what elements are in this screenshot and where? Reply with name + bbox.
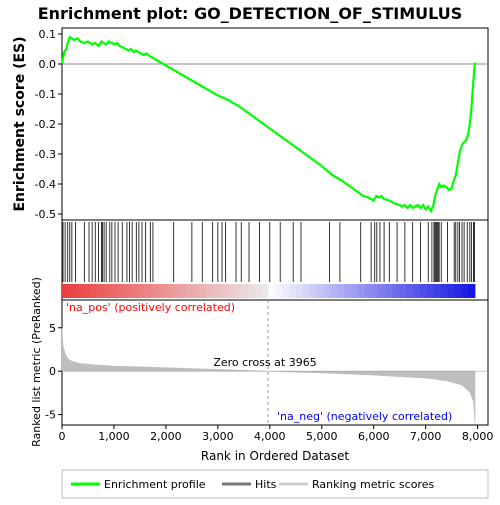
- rank-gradient-segment: [220, 284, 228, 298]
- rank-gradient-segment: [103, 284, 111, 298]
- rank-gradient-segment: [213, 284, 221, 298]
- legend-label-metric: Ranking metric scores: [312, 478, 434, 491]
- rank-gradient-segment: [289, 284, 297, 298]
- rank-gradient-segment: [254, 284, 263, 298]
- rank-gradient-segment: [316, 284, 324, 298]
- hits-panel: [62, 222, 476, 298]
- rank-gradient-segment: [330, 284, 338, 298]
- metric-xtick-label: 2,000: [150, 430, 182, 443]
- es-ytick-label: 0.0: [39, 58, 57, 71]
- metric-area: [61, 327, 476, 424]
- rank-gradient-segment: [151, 284, 159, 298]
- es-ytick-label: -0.4: [35, 178, 56, 191]
- es-line: [60, 35, 477, 214]
- es-ytick-label: -0.1: [35, 88, 56, 101]
- rank-gradient-segment: [426, 284, 435, 298]
- rank-gradient-segment: [158, 284, 166, 298]
- rank-gradient-segment: [130, 284, 139, 298]
- rank-gradient-segment: [337, 284, 345, 298]
- metric-xtick-label: 0: [59, 430, 66, 443]
- metric-xtick-label: 7,000: [410, 430, 442, 443]
- rank-gradient-segment: [62, 284, 70, 298]
- rank-gradient-segment: [144, 284, 152, 298]
- chart-title: Enrichment plot: GO_DETECTION_OF_STIMULU…: [38, 4, 463, 23]
- rank-gradient-segment: [172, 284, 180, 298]
- pos-annotation: 'na_pos' (positively correlated): [66, 301, 235, 314]
- rank-gradient-segment: [96, 284, 104, 298]
- metric-ytick-label: -5: [45, 409, 56, 422]
- rank-gradient-segment: [234, 284, 242, 298]
- neg-annotation: 'na_neg' (negatively correlated): [277, 410, 452, 423]
- rank-gradient-segment: [179, 284, 187, 298]
- rank-gradient-segment: [461, 284, 469, 298]
- metric-ytick-label: 5: [49, 322, 56, 335]
- metric-ylabel: Ranked list metric (PreRanked): [30, 277, 43, 447]
- rank-gradient-segment: [240, 284, 249, 298]
- es-ytick-label: -0.5: [35, 208, 56, 221]
- metric-xtick-label: 1,000: [98, 430, 130, 443]
- rank-gradient-segment: [364, 284, 373, 298]
- legend-label-profile: Enrichment profile: [104, 478, 206, 491]
- rank-gradient-segment: [199, 284, 207, 298]
- rank-gradient-segment: [123, 284, 132, 298]
- rank-gradient-segment: [75, 284, 84, 298]
- zero-cross-annotation: Zero cross at 3965: [213, 356, 316, 369]
- legend-frame: [61, 469, 489, 499]
- rank-gradient-segment: [371, 284, 380, 298]
- es-ytick-label: -0.2: [35, 118, 56, 131]
- rank-gradient-segment: [447, 284, 455, 298]
- rank-gradient-segment: [282, 284, 290, 298]
- es-ylabel: Enrichment score (ES): [12, 36, 28, 211]
- rank-gradient-segment: [247, 284, 256, 298]
- rank-gradient-segment: [117, 284, 125, 298]
- rank-gradient-segment: [344, 284, 352, 298]
- legend: Enrichment profile Hits Ranking metric s…: [61, 469, 489, 499]
- rank-gradient-segment: [185, 284, 194, 298]
- rank-gradient-segment: [192, 284, 201, 298]
- rank-gradient-segment: [468, 284, 476, 298]
- rank-gradient-segment: [296, 284, 304, 298]
- rank-gradient-segment: [440, 284, 448, 298]
- rank-gradient-segment: [275, 284, 283, 298]
- rank-gradient-segment: [261, 284, 269, 298]
- es-ytick-label: 0.1: [39, 28, 57, 41]
- metric-xtick-label: 3,000: [202, 430, 234, 443]
- legend-label-hits: Hits: [255, 478, 277, 491]
- rank-gradient-segment: [302, 284, 311, 298]
- rank-gradient-segment: [413, 284, 421, 298]
- rank-gradient-segment: [227, 284, 235, 298]
- rank-gradient-segment: [419, 284, 428, 298]
- rank-gradient-segment: [454, 284, 462, 298]
- metric-xtick-label: 6,000: [358, 430, 390, 443]
- metric-xtick-label: 5,000: [306, 430, 338, 443]
- rank-gradient-segment: [68, 284, 77, 298]
- rank-gradient-segment: [137, 284, 146, 298]
- rank-gradient-segment: [82, 284, 90, 298]
- rank-gradient-segment: [110, 284, 118, 298]
- rank-gradient-segment: [351, 284, 359, 298]
- rank-gradient-segment: [323, 284, 331, 298]
- rank-gradient-segment: [378, 284, 386, 298]
- es-ytick-label: -0.3: [35, 148, 56, 161]
- metric-panel: 50-50 1,000 2,000 3,000 4,000 5,000 6,000 7,000…: [45, 300, 493, 443]
- es-panel: 0.1 0.0 -0.1 -0.2 -0.3 -0.4 -0.5: [35, 28, 488, 221]
- rank-gradient-segment: [392, 284, 400, 298]
- rank-gradient-segment: [433, 284, 441, 298]
- rank-gradient-segment: [309, 284, 318, 298]
- rank-gradient-segment: [165, 284, 173, 298]
- rank-gradient-segment: [357, 284, 366, 298]
- metric-ytick-label: 0: [49, 365, 56, 378]
- metric-xtick-label: 8,000: [462, 430, 494, 443]
- rank-gradient-segment: [406, 284, 414, 298]
- rank-gradient-segment: [268, 284, 276, 298]
- metric-xlabel: Rank in Ordered Dataset: [201, 449, 349, 463]
- es-panel-frame: [61, 27, 489, 221]
- rank-gradient-segment: [385, 284, 393, 298]
- rank-gradient-segment: [399, 284, 407, 298]
- rank-gradient-segment: [89, 284, 97, 298]
- rank-gradient-segment: [206, 284, 214, 298]
- metric-xtick-label: 4,000: [254, 430, 286, 443]
